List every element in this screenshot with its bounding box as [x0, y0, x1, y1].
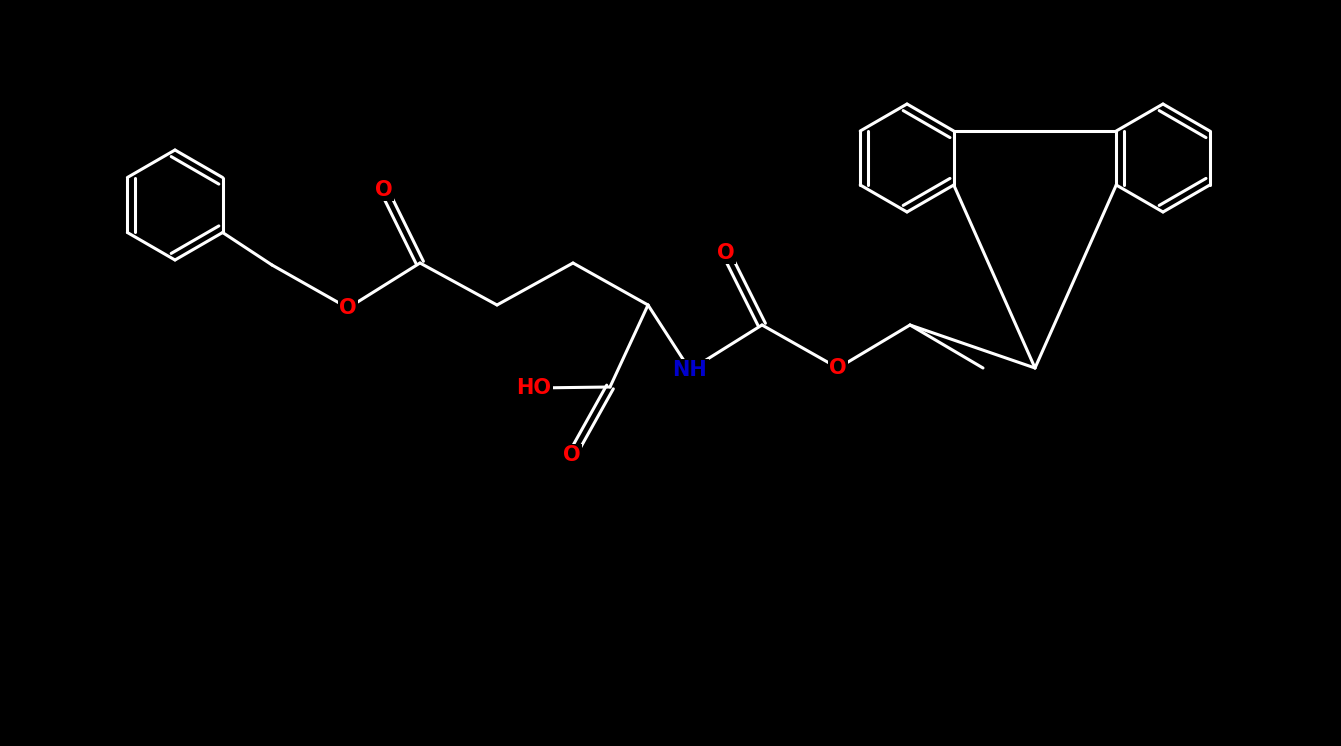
Text: NH: NH [673, 360, 707, 380]
Text: HO: HO [516, 378, 551, 398]
Text: O: O [339, 298, 357, 318]
Text: O: O [829, 358, 846, 378]
Text: O: O [717, 243, 735, 263]
Text: O: O [375, 180, 393, 200]
Text: O: O [563, 445, 581, 465]
